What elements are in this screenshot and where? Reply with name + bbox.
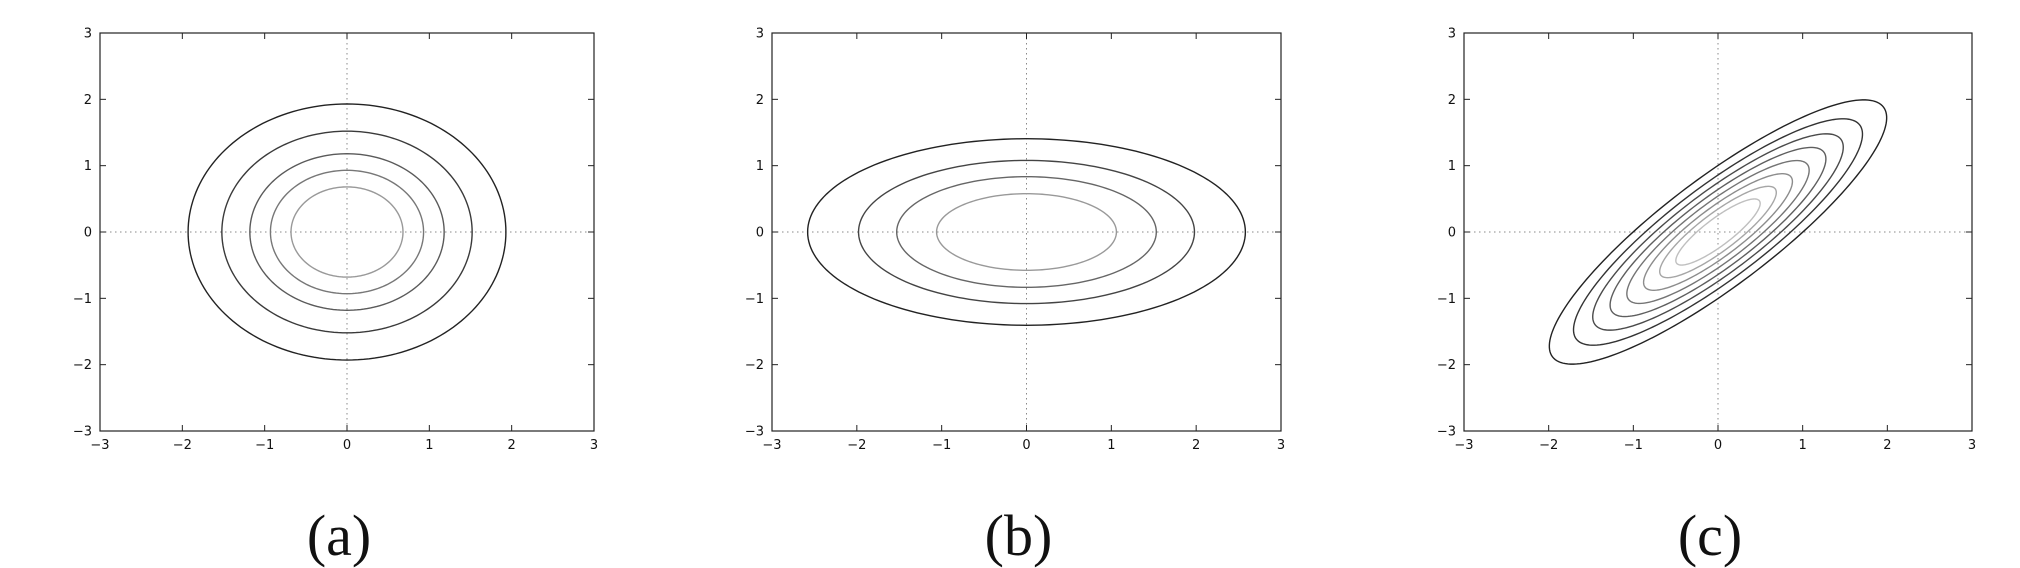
y-tick-label: 3 [84,27,92,42]
y-tick-label: 0 [1448,226,1456,241]
y-tick-label: 2 [84,93,92,108]
y-tick-label: 3 [1448,27,1456,42]
x-tick-label: 0 [343,438,351,453]
plot-frame [99,32,595,432]
y-tick-label: −3 [745,425,764,440]
contour-level-3 [249,153,445,311]
y-tick-label: 0 [84,226,92,241]
y-tick-label: −1 [73,292,92,307]
x-tick-label: 1 [1107,438,1115,453]
contour-level-6 [1642,173,1794,291]
x-tick-label: −3 [762,438,781,453]
y-tick-label: −2 [73,358,92,373]
x-tick-label: −3 [90,438,109,453]
x-tick-label: −2 [847,438,866,453]
y-tick-label: −3 [73,425,92,440]
panel-2: −3 −2 −1 0 1 2 3 −3 −2 −1 0 1 2 3 (b) [745,27,1285,568]
panel-1: −3 −2 −1 0 1 2 3 −3 −2 −1 0 1 2 3 (a) [73,27,598,568]
panel-caption: (c) [1678,503,1742,568]
x-tick-label: −2 [1539,438,1558,453]
x-tick-label: 2 [1192,438,1200,453]
contour-level-2 [1572,118,1864,346]
y-tick-label: −2 [1437,358,1456,373]
contour-level-8 [1675,198,1761,266]
y-tick-label: 2 [1448,93,1456,108]
contour-level-4 [1609,146,1827,318]
y-tick-label: 1 [756,159,764,174]
x-tick-label: −1 [255,438,274,453]
x-tick-label: −1 [932,438,951,453]
y-tick-label: −2 [745,358,764,373]
y-tick-label: 2 [756,93,764,108]
x-tick-label: −1 [1624,438,1643,453]
x-tick-label: −3 [1454,438,1473,453]
y-tick-label: 0 [756,226,764,241]
contour-level-1 [187,103,507,361]
y-tick-label: 1 [84,159,92,174]
x-tick-label: 2 [508,438,516,453]
contour-level-4 [269,169,425,295]
contour-level-1 [806,138,1247,326]
y-tick-label: −3 [1437,425,1456,440]
contour-level-4 [935,192,1118,272]
x-tick-label: 1 [425,438,433,453]
contour-level-1 [1548,99,1888,365]
x-tick-label: 2 [1883,438,1891,453]
contour-level-5 [290,186,404,278]
x-tick-label: 0 [1714,438,1722,453]
panel-3: −3 −2 −1 0 1 2 3 −3 −2 −1 0 1 2 3 (c) [1437,27,1976,568]
x-tick-label: 3 [1277,438,1285,453]
panel-caption: (b) [985,503,1053,568]
contour-level-2 [221,130,473,334]
panel-caption: (a) [307,503,371,568]
contour-level-7 [1659,185,1777,279]
x-tick-label: 0 [1022,438,1030,453]
y-tick-label: −1 [745,292,764,307]
x-tick-label: 3 [590,438,598,453]
x-tick-label: 1 [1799,438,1807,453]
y-tick-label: −1 [1437,292,1456,307]
y-tick-label: 3 [756,27,764,42]
contour-level-2 [857,159,1196,305]
contour-level-3 [896,175,1158,289]
x-tick-label: 3 [1968,438,1976,453]
y-tick-label: 1 [1448,159,1456,174]
contour-level-3 [1592,133,1844,331]
contour-level-5 [1626,159,1810,305]
x-tick-label: −2 [173,438,192,453]
